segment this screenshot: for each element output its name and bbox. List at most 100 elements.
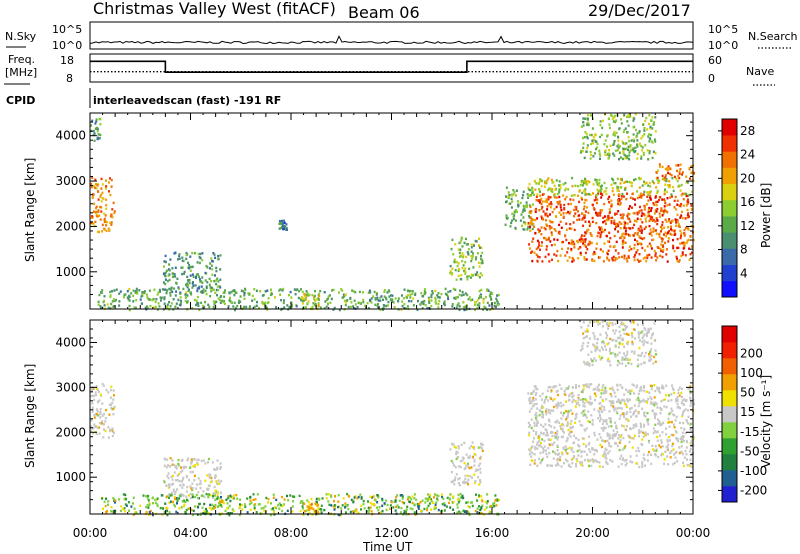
velocity-cell-2 [291, 510, 294, 513]
velocity-cell-2 [464, 510, 467, 513]
power-cell-6 [472, 252, 474, 255]
velocity-cell-2 [481, 504, 484, 507]
power-cell-4 [488, 304, 491, 307]
power-cell-8 [641, 212, 644, 215]
velocity-cell-5 [593, 459, 596, 462]
power-cell-4 [411, 292, 414, 295]
power-cell-10 [626, 156, 629, 160]
power-cell-4 [449, 290, 452, 293]
power-cell-8 [676, 257, 678, 260]
power-cell-4 [134, 291, 137, 294]
power-cell-10 [608, 152, 611, 156]
power-cell-10 [646, 128, 649, 131]
velocity-cell-5 [683, 439, 685, 443]
velocity-cell-2 [410, 498, 413, 501]
velocity-cell-1 [186, 475, 188, 479]
power-cell-9 [539, 190, 542, 193]
velocity-cell-5 [646, 418, 648, 422]
velocity-cell-6 [550, 389, 553, 392]
power-cell-2 [166, 279, 169, 283]
power-cell-4 [169, 291, 172, 295]
power-cell-4 [200, 301, 203, 305]
power-cell-2 [219, 268, 222, 271]
velocity-cell-5 [639, 425, 642, 429]
power-cell-6 [466, 275, 469, 278]
velocity-cell-5 [562, 403, 565, 407]
velocity-cell-5 [565, 424, 568, 427]
velocity-cell-2 [166, 513, 169, 517]
velocity-cell-0 [90, 429, 93, 433]
velocity-cell-7 [650, 336, 653, 340]
power-cell-8 [558, 211, 561, 214]
velocity-cell-1 [170, 483, 173, 486]
velocity-cell-2 [475, 493, 477, 496]
velocity-cell-7 [642, 342, 645, 345]
velocity-cell-5 [608, 417, 611, 420]
velocity-cell-2 [114, 499, 117, 502]
velocity-cell-5 [663, 405, 666, 408]
velocity-cell-6 [689, 396, 692, 399]
velocity-cell-5 [646, 399, 649, 403]
velocity-cell-6 [555, 390, 558, 393]
velocity-cell-2 [154, 501, 157, 505]
power-cell-10 [654, 152, 657, 155]
velocity-cell-2 [458, 510, 460, 513]
velocity-cell-5 [684, 449, 687, 453]
velocity-cell-7 [644, 328, 647, 331]
power-cell-8 [686, 202, 689, 205]
velocity-cell-1 [188, 478, 191, 482]
velocity-cell-2 [414, 513, 417, 516]
velocity-cell-1 [180, 459, 183, 462]
power-cell-10 [589, 114, 592, 117]
velocity-cell-2 [199, 513, 202, 516]
velocity-cell-5 [582, 404, 585, 407]
velocity-cell-7 [631, 340, 634, 344]
power-cell-8 [585, 199, 588, 202]
power-cell-8 [668, 218, 671, 221]
velocity-cell-5 [680, 451, 683, 454]
power-cell-2 [204, 279, 207, 282]
velocity-cell-6 [646, 390, 649, 393]
velocity-cell-7 [623, 328, 626, 331]
velocity-cell-2 [145, 495, 147, 498]
power-cell-8 [553, 238, 556, 241]
power-cell-2 [187, 267, 190, 270]
nave-tick-top: 60 [708, 54, 722, 67]
velocity-cell-2 [275, 498, 278, 502]
power-cell-8 [534, 208, 537, 211]
velocity-cell-5 [619, 401, 622, 405]
velocity-cell-0 [93, 423, 96, 426]
velocity-cell-5 [672, 433, 675, 437]
power-cell-1 [94, 122, 97, 125]
power-cell-7 [522, 193, 524, 197]
velocity-cell-6 [672, 388, 675, 392]
power-cell-10 [644, 144, 647, 147]
power-cell-8 [583, 234, 586, 237]
velocity-cell-6 [534, 398, 537, 401]
velocity-cell-2 [279, 503, 282, 507]
power-cell-4 [144, 306, 147, 309]
power-cell-10 [585, 117, 588, 120]
power-cell-11 [690, 171, 693, 174]
power-cell-8 [563, 207, 566, 210]
power-cell-4 [166, 303, 169, 306]
velocity-cell-2 [253, 504, 256, 507]
velocity-cell-2 [172, 500, 174, 504]
power-cell-9 [552, 181, 555, 184]
power-cell-4 [459, 289, 461, 292]
velocity-cell-2 [411, 495, 414, 498]
velocity-cell-2 [396, 504, 399, 507]
power-cell-8 [618, 199, 621, 202]
power-cell-4 [369, 299, 371, 302]
power-cell-2 [208, 283, 211, 287]
velocity-cell-6 [534, 393, 537, 397]
power-cell-8 [621, 246, 624, 249]
velocity-cell-5 [567, 413, 570, 416]
power-cell-8 [654, 252, 657, 255]
power-cell-2 [217, 280, 220, 283]
velocity-cell-2 [168, 511, 171, 514]
velocity-cell-2 [443, 502, 446, 505]
power-cell-8 [587, 228, 590, 231]
power-cell-6 [460, 274, 463, 277]
velocity-y-tick-label: 3000 [55, 380, 86, 394]
